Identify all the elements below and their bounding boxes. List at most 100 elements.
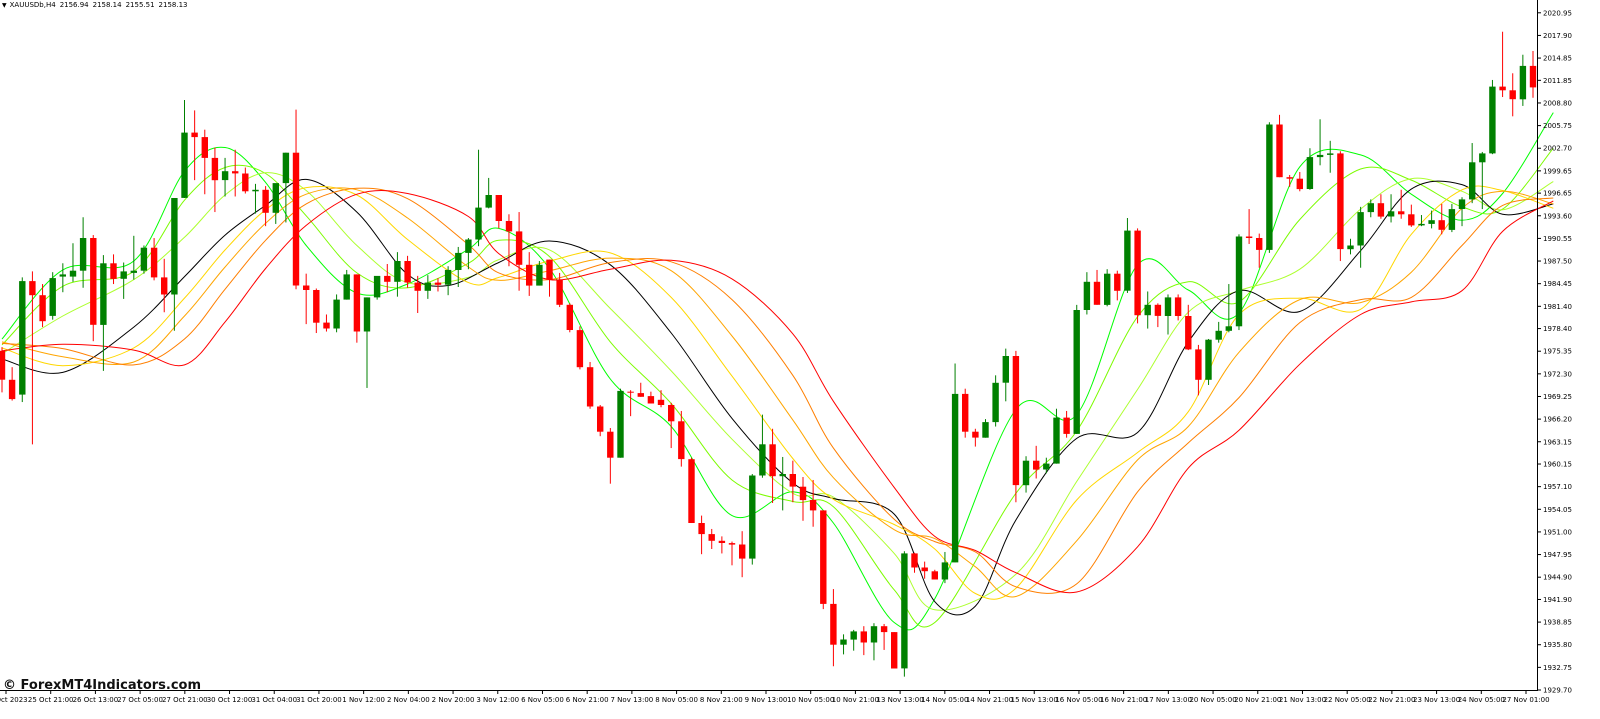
- candle: [1306, 148, 1314, 190]
- candle-body: [1215, 330, 1222, 340]
- candle: [1185, 304, 1192, 351]
- candle-body: [1073, 310, 1080, 434]
- candle: [1235, 234, 1243, 331]
- candle-body: [789, 474, 796, 487]
- time-tick-label: 17 Nov 13:00: [1145, 696, 1192, 704]
- candle: [1327, 140, 1334, 173]
- candle: [8, 367, 16, 401]
- price-axis[interactable]: 2020.95 2017.90 2014.85 2011.85 2008.80 2005.…: [1537, 9, 1572, 695]
- candle: [0, 347, 6, 393]
- candle: [49, 272, 56, 320]
- candle: [911, 552, 918, 573]
- candle-body: [759, 444, 766, 476]
- candle: [110, 254, 117, 285]
- price-tick-label: 1996.65: [1543, 190, 1572, 198]
- candle: [1134, 228, 1141, 324]
- price-tick-label: 1935.80: [1543, 641, 1572, 649]
- candle-body: [586, 367, 594, 407]
- candle: [414, 275, 421, 313]
- candle-body: [201, 137, 208, 158]
- candle-body: [1053, 417, 1060, 464]
- candle-body: [972, 431, 979, 438]
- candle-body: [150, 247, 158, 278]
- candle-body: [1286, 177, 1293, 179]
- candles: [0, 31, 1537, 677]
- price-tick-label: 1993.60: [1543, 212, 1572, 220]
- candle: [333, 294, 340, 333]
- candle: [1276, 114, 1283, 178]
- candle: [191, 110, 198, 181]
- candle-body: [140, 247, 148, 271]
- candle: [617, 388, 624, 458]
- price-tick-label: 1929.70: [1543, 687, 1572, 695]
- price-tick-label: 1975.35: [1543, 348, 1572, 356]
- candle: [1174, 294, 1182, 321]
- candle: [597, 405, 604, 437]
- candle-body: [1479, 153, 1486, 163]
- candle: [850, 629, 857, 651]
- candle: [1205, 338, 1212, 385]
- candle: [1164, 294, 1172, 335]
- candle: [120, 262, 127, 299]
- candle-body: [1144, 304, 1151, 316]
- candle-body: [1469, 162, 1476, 200]
- candle-body: [931, 571, 938, 580]
- candle: [556, 272, 563, 308]
- watermark: © ForexMT4Indicators.com: [3, 678, 201, 693]
- candle-body: [627, 391, 634, 393]
- candle-body: [840, 639, 847, 645]
- candle: [1043, 457, 1050, 474]
- candle-body: [515, 231, 523, 265]
- candle-body: [1337, 153, 1344, 250]
- candle-body: [718, 540, 726, 543]
- candle: [1256, 233, 1263, 268]
- moving-average-line-1: [1, 112, 1554, 631]
- candle-body: [708, 534, 715, 541]
- candle: [150, 238, 158, 281]
- candle-body: [455, 252, 462, 270]
- candle-body: [272, 183, 279, 213]
- candle: [171, 197, 178, 331]
- candle-body: [1063, 417, 1070, 434]
- candle-body: [1245, 236, 1253, 238]
- candle-body: [657, 399, 665, 405]
- candle-body: [576, 330, 584, 368]
- time-tick-label: 14 Nov 05:00: [921, 696, 968, 704]
- time-tick-label: 27 Oct 21:00: [162, 696, 208, 704]
- collapse-triangle-icon[interactable]: ▼: [2, 1, 7, 9]
- candle-body: [495, 195, 502, 221]
- candle-body: [221, 171, 229, 181]
- candle: [140, 245, 148, 274]
- candle-body: [1174, 297, 1182, 316]
- candle: [1266, 122, 1273, 253]
- candle-body: [566, 304, 573, 330]
- candle: [718, 536, 726, 554]
- candle-body: [19, 281, 26, 395]
- price-tick-label: 1944.90: [1543, 574, 1572, 582]
- candle: [242, 167, 249, 194]
- candle: [1225, 284, 1232, 333]
- price-tick-label: 1984.45: [1543, 280, 1572, 288]
- candle: [1438, 203, 1445, 235]
- candle: [505, 214, 513, 267]
- time-tick-label: 13 Nov 13:00: [877, 696, 924, 704]
- candle: [668, 402, 675, 449]
- low-price: 2155.51: [125, 1, 155, 9]
- candle: [455, 246, 462, 288]
- candle: [161, 258, 168, 313]
- candle: [941, 551, 949, 584]
- candle: [292, 109, 300, 290]
- candle: [1509, 73, 1516, 117]
- candle: [1215, 321, 1222, 343]
- candle: [921, 561, 928, 579]
- candle-body: [911, 553, 918, 568]
- candle: [1347, 238, 1354, 255]
- candle: [1529, 51, 1537, 98]
- candle: [515, 212, 523, 291]
- candle-body: [1164, 297, 1172, 316]
- candle: [526, 252, 533, 296]
- price-tick-label: 1981.40: [1543, 303, 1572, 311]
